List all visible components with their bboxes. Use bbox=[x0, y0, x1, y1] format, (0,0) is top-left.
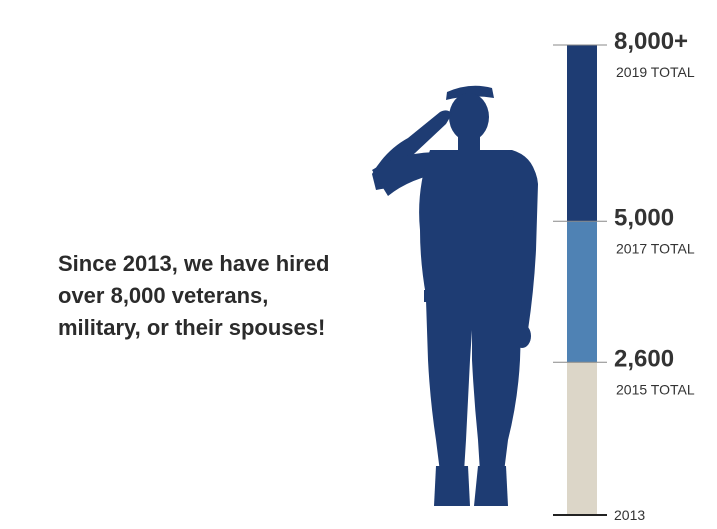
bar-segment-0 bbox=[567, 362, 597, 515]
marker-value-label-0: 2013 bbox=[614, 507, 645, 523]
marker-sublabel-3: 2019 TOTAL bbox=[616, 64, 695, 80]
marker-value-label-3: 8,000+ bbox=[614, 28, 688, 55]
marker-sublabel-1: 2015 TOTAL bbox=[616, 381, 695, 397]
bar-segment-2 bbox=[567, 45, 597, 222]
marker-value-label-2: 5,000 bbox=[614, 204, 674, 231]
marker-sublabel-2: 2017 TOTAL bbox=[616, 240, 695, 256]
marker-value-label-1: 2,600 bbox=[614, 345, 674, 372]
bar-segment-1 bbox=[567, 221, 597, 363]
headline: Since 2013, we have hired over 8,000 vet… bbox=[58, 251, 330, 340]
